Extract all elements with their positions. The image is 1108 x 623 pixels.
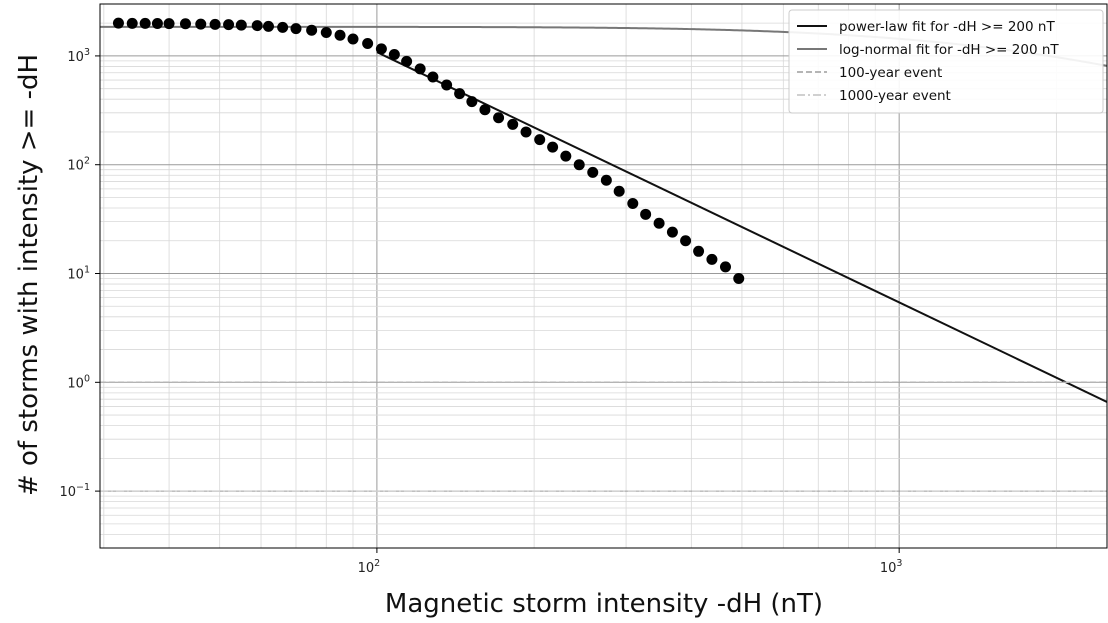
data-point [306,24,318,36]
data-point [600,174,612,186]
data-point [613,185,625,197]
data-point [163,18,175,30]
x-tick-label: 103 [880,558,903,576]
data-point [441,79,453,91]
x-tick-label: 102 [358,558,381,576]
data-point [479,104,491,116]
legend-label: 100-year event [839,65,942,81]
y-tick-label: 102 [67,156,90,174]
legend-label: log-normal fit for -dH >= 200 nT [839,42,1059,58]
data-point [139,17,151,29]
data-point [733,272,745,284]
data-point [262,20,274,32]
data-point [653,217,665,229]
data-point [209,18,221,30]
data-point [640,208,652,220]
data-point [375,43,387,55]
legend-box [788,9,1104,114]
axis-ticks: 102 103 10−1 100 101 102 103 [59,47,902,576]
data-point [112,17,124,29]
legend-label: power-law fit for -dH >= 200 nT [839,19,1055,35]
y-tick-label: 103 [67,47,90,65]
data-point [195,18,207,30]
data-point [493,112,505,124]
data-point [362,38,374,50]
data-point [126,17,138,29]
data-point [388,49,400,61]
legend: power-law fit for -dH >= 200 nT log-norma… [788,9,1104,114]
data-point [627,198,639,210]
data-point [454,88,466,100]
data-point [587,166,599,178]
data-point [347,33,359,45]
data-point [547,141,559,153]
y-tick-label: 101 [67,265,90,283]
data-point [179,18,191,30]
data-point [573,159,585,171]
data-point [414,63,426,75]
data-point [706,253,718,265]
data-point [666,226,678,238]
data-point [320,27,332,39]
data-point [401,55,413,67]
plot-frame [99,3,1108,549]
data-point [507,118,519,130]
data-points [112,17,745,284]
data-point [719,261,731,273]
data-point [534,134,546,146]
data-point [693,245,705,257]
y-axis-label: # of storms with intensity >= -dH [14,54,44,496]
data-point [235,19,247,31]
legend-label: 1000-year event [839,88,951,104]
data-point [520,126,532,138]
data-point [560,150,572,162]
data-point [334,29,346,41]
grid [100,3,1107,549]
data-point [466,96,478,108]
y-tick-label: 10−1 [59,482,90,500]
data-point [680,235,692,247]
data-point [223,19,235,31]
data-point [277,21,289,33]
series-line-0 [376,51,1107,403]
x-axis-label: Magnetic storm intensity -dH (nT) [385,589,823,619]
y-tick-label: 100 [67,373,90,391]
data-point [290,23,302,35]
data-point [251,20,263,32]
data-point [151,18,163,30]
data-point [427,71,439,83]
